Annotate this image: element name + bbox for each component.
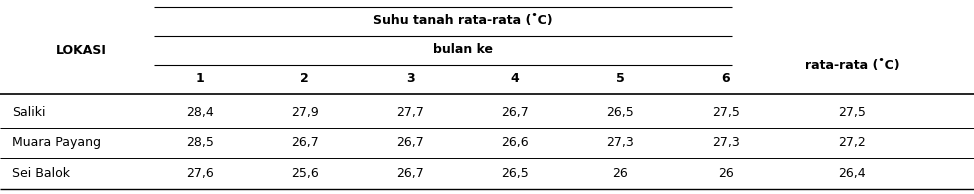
Text: 4: 4: [511, 72, 519, 85]
Text: 5: 5: [617, 72, 624, 85]
Text: 27,3: 27,3: [712, 136, 739, 149]
Text: 1: 1: [196, 72, 204, 85]
Text: 28,5: 28,5: [186, 136, 213, 149]
Text: 27,5: 27,5: [839, 106, 866, 119]
Text: 27,5: 27,5: [712, 106, 739, 119]
Text: 26,7: 26,7: [396, 166, 424, 179]
Text: 6: 6: [722, 72, 730, 85]
Text: 27,3: 27,3: [607, 136, 634, 149]
Text: 26: 26: [718, 166, 733, 179]
Text: 27,9: 27,9: [291, 106, 318, 119]
Text: Muara Payang: Muara Payang: [12, 136, 100, 149]
Text: Suhu tanah rata-rata (˚C): Suhu tanah rata-rata (˚C): [373, 15, 552, 28]
Text: 26,7: 26,7: [396, 136, 424, 149]
Text: 2: 2: [301, 72, 309, 85]
Text: 27,2: 27,2: [839, 136, 866, 149]
Text: Saliki: Saliki: [12, 106, 45, 119]
Text: 25,6: 25,6: [291, 166, 318, 179]
Text: 26: 26: [613, 166, 628, 179]
Text: bulan ke: bulan ke: [432, 43, 493, 56]
Text: 26,4: 26,4: [839, 166, 866, 179]
Text: 27,6: 27,6: [186, 166, 213, 179]
Text: 26,5: 26,5: [607, 106, 634, 119]
Text: 3: 3: [406, 72, 414, 85]
Text: 26,5: 26,5: [502, 166, 529, 179]
Text: Sei Balok: Sei Balok: [12, 166, 70, 179]
Text: 27,7: 27,7: [396, 106, 424, 119]
Text: 26,6: 26,6: [502, 136, 529, 149]
Text: 28,4: 28,4: [186, 106, 213, 119]
Text: 26,7: 26,7: [291, 136, 318, 149]
Text: 26,7: 26,7: [502, 106, 529, 119]
Text: LOKASI: LOKASI: [56, 44, 106, 57]
Text: rata-rata (˚C): rata-rata (˚C): [805, 59, 900, 72]
